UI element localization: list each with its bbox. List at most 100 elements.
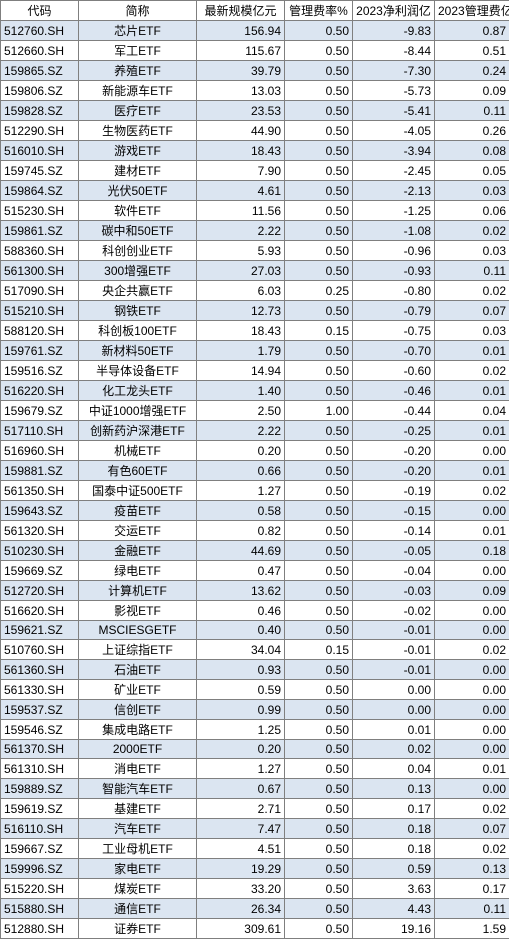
cell-fee-rate: 0.50 [285,261,353,281]
table-row: 561350.SH国泰中证500ETF1.270.50-0.190.02 [1,481,509,501]
cell-fee-rate: 0.15 [285,321,353,341]
cell-scale: 0.66 [197,461,285,481]
table-row: 159537.SZ信创ETF0.990.500.000.00 [1,700,509,720]
cell-scale: 0.46 [197,601,285,621]
cell-fee-rate: 0.50 [285,201,353,221]
cell-name: 基建ETF [79,799,197,819]
cell-profit: 0.02 [353,740,435,759]
cell-profit: 4.43 [353,899,435,919]
cell-code: 561300.SH [1,261,79,281]
table-row: 159619.SZ基建ETF2.710.500.170.02 [1,799,509,819]
cell-code: 510760.SH [1,640,79,660]
table-row: 159996.SZ家电ETF19.290.500.590.13 [1,859,509,879]
cell-code: 159621.SZ [1,621,79,640]
table-row: 510760.SH上证综指ETF34.040.15-0.010.02 [1,640,509,660]
cell-name: 消电ETF [79,759,197,779]
table-row: 561300.SH300增强ETF27.030.50-0.930.11 [1,261,509,281]
cell-mgmt-fee: 0.11 [435,261,509,281]
cell-profit: 19.16 [353,919,435,939]
cell-scale: 7.90 [197,161,285,181]
cell-mgmt-fee: 0.02 [435,361,509,381]
cell-code: 159828.SZ [1,101,79,121]
cell-scale: 4.51 [197,839,285,859]
cell-profit: -0.46 [353,381,435,401]
cell-fee-rate: 0.50 [285,461,353,481]
cell-profit: -0.96 [353,241,435,261]
cell-code: 159806.SZ [1,81,79,101]
cell-mgmt-fee: 0.00 [435,561,509,581]
cell-scale: 1.27 [197,481,285,501]
cell-scale: 39.79 [197,61,285,81]
table-row: 159679.SZ中证1000增强ETF2.501.00-0.440.04 [1,401,509,421]
cell-name: 新材料50ETF [79,341,197,361]
cell-fee-rate: 0.50 [285,181,353,201]
cell-name: 计算机ETF [79,581,197,601]
table-row: 159667.SZ工业母机ETF4.510.500.180.02 [1,839,509,859]
cell-scale: 0.67 [197,779,285,799]
cell-mgmt-fee: 0.04 [435,401,509,421]
cell-scale: 6.03 [197,281,285,301]
cell-scale: 2.71 [197,799,285,819]
cell-name: 半导体设备ETF [79,361,197,381]
table-row: 159861.SZ碳中和50ETF2.220.50-1.080.02 [1,221,509,241]
cell-code: 515220.SH [1,879,79,899]
cell-fee-rate: 0.50 [285,221,353,241]
cell-fee-rate: 0.50 [285,41,353,61]
cell-profit: -8.44 [353,41,435,61]
cell-fee-rate: 0.50 [285,521,353,541]
table-row: 561370.SH2000ETF0.200.500.020.00 [1,740,509,759]
cell-name: 新能源车ETF [79,81,197,101]
header-name: 简称 [79,1,197,21]
table-row: 159621.SZMSCIESGETF0.400.50-0.010.00 [1,621,509,640]
cell-fee-rate: 0.50 [285,21,353,41]
cell-profit: -0.60 [353,361,435,381]
cell-code: 516220.SH [1,381,79,401]
cell-name: 金融ETF [79,541,197,561]
cell-mgmt-fee: 0.03 [435,241,509,261]
cell-scale: 115.67 [197,41,285,61]
cell-scale: 12.73 [197,301,285,321]
cell-fee-rate: 0.50 [285,799,353,819]
cell-mgmt-fee: 0.17 [435,879,509,899]
table-row: 516110.SH汽车ETF7.470.500.180.07 [1,819,509,839]
cell-profit: -5.73 [353,81,435,101]
cell-code: 159669.SZ [1,561,79,581]
cell-code: 159861.SZ [1,221,79,241]
cell-fee-rate: 0.50 [285,859,353,879]
cell-scale: 14.94 [197,361,285,381]
cell-fee-rate: 0.50 [285,381,353,401]
table-row: 516620.SH影视ETF0.460.50-0.020.00 [1,601,509,621]
cell-scale: 4.61 [197,181,285,201]
cell-name: 矿业ETF [79,680,197,700]
cell-scale: 2.50 [197,401,285,421]
cell-mgmt-fee: 0.02 [435,839,509,859]
cell-mgmt-fee: 0.02 [435,481,509,501]
cell-code: 561350.SH [1,481,79,501]
cell-scale: 7.47 [197,819,285,839]
table-row: 515220.SH煤炭ETF33.200.503.630.17 [1,879,509,899]
cell-profit: -5.41 [353,101,435,121]
cell-profit: -0.15 [353,501,435,521]
cell-profit: -0.20 [353,461,435,481]
cell-profit: 3.63 [353,879,435,899]
cell-fee-rate: 0.50 [285,660,353,680]
cell-code: 512720.SH [1,581,79,601]
cell-name: 医疗ETF [79,101,197,121]
cell-scale: 2.22 [197,421,285,441]
table-row: 159881.SZ有色60ETF0.660.50-0.200.01 [1,461,509,481]
table-row: 512660.SH军工ETF115.670.50-8.440.51 [1,41,509,61]
cell-fee-rate: 0.50 [285,740,353,759]
cell-code: 516010.SH [1,141,79,161]
cell-mgmt-fee: 0.24 [435,61,509,81]
cell-code: 561330.SH [1,680,79,700]
cell-mgmt-fee: 0.11 [435,101,509,121]
cell-scale: 13.62 [197,581,285,601]
table-row: 512760.SH芯片ETF156.940.50-9.830.87 [1,21,509,41]
cell-fee-rate: 0.50 [285,700,353,720]
cell-scale: 18.43 [197,321,285,341]
cell-fee-rate: 0.50 [285,581,353,601]
cell-name: 军工ETF [79,41,197,61]
cell-code: 159881.SZ [1,461,79,481]
cell-code: 515880.SH [1,899,79,919]
cell-fee-rate: 0.50 [285,501,353,521]
